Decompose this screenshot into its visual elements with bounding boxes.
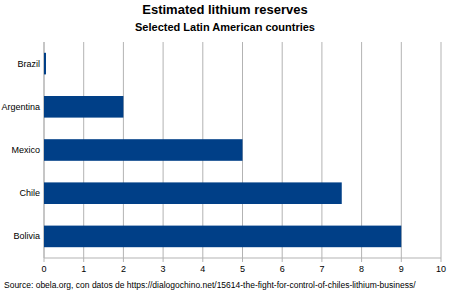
- category-label: Brazil: [17, 59, 40, 69]
- category-label: Mexico: [11, 145, 40, 155]
- tick-label: 10: [436, 264, 446, 274]
- tick-label: 2: [121, 264, 126, 274]
- tick-label: 7: [319, 264, 324, 274]
- tick-mark: [401, 258, 402, 262]
- chart-svg: Estimated lithium reserves Selected Latin…: [0, 0, 450, 293]
- tick-label: 5: [240, 264, 245, 274]
- source-note: Source: obela.org, con datos de https://…: [4, 280, 416, 290]
- tick-mark: [163, 258, 164, 262]
- bar: [44, 226, 401, 248]
- tick-mark: [123, 258, 124, 262]
- bar: [44, 53, 46, 75]
- subtitle: Selected Latin American countries: [135, 21, 315, 33]
- tick-label: 9: [399, 264, 404, 274]
- tick-mark: [202, 258, 203, 262]
- grid: [44, 42, 441, 258]
- tick-mark: [441, 258, 442, 262]
- bars: [44, 53, 401, 247]
- tick-mark: [282, 258, 283, 262]
- chart-container: Estimated lithium reserves Selected Latin…: [0, 0, 450, 293]
- tick-label: 6: [280, 264, 285, 274]
- tick-label: 8: [359, 264, 364, 274]
- tick-mark: [44, 258, 45, 262]
- bar: [44, 96, 123, 118]
- tick-label: 0: [41, 264, 46, 274]
- category-label: Bolivia: [13, 231, 40, 241]
- x-axis-line: [44, 258, 441, 259]
- bar: [44, 182, 342, 204]
- tick-mark: [361, 258, 362, 262]
- category-label: Argentina: [1, 102, 40, 112]
- tick-mark: [321, 258, 322, 262]
- title: Estimated lithium reserves: [142, 2, 307, 17]
- bar: [44, 139, 243, 161]
- grid-line: [441, 42, 442, 258]
- category-label: Chile: [19, 188, 40, 198]
- tick-label: 4: [200, 264, 205, 274]
- tick-mark: [83, 258, 84, 262]
- tick-mark: [242, 258, 243, 262]
- tick-label: 1: [81, 264, 86, 274]
- tick-label: 3: [161, 264, 166, 274]
